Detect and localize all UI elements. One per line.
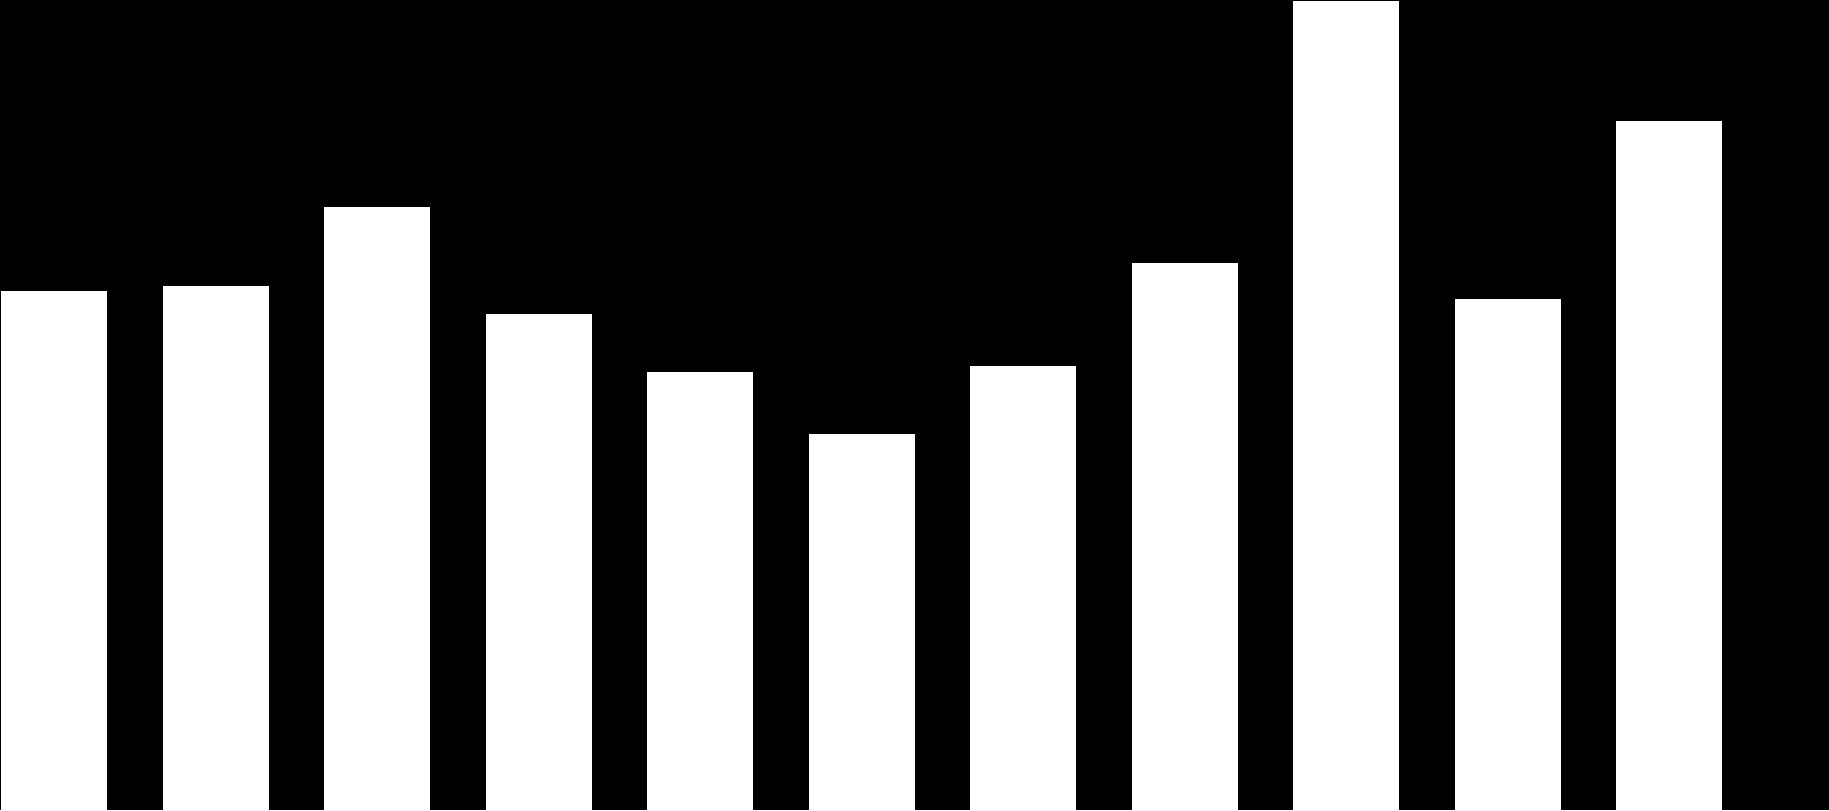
bar-chart (0, 0, 1829, 810)
bar-3 (324, 207, 430, 811)
bar-11 (1616, 121, 1722, 811)
bar-6 (809, 434, 915, 811)
bar-8 (1132, 263, 1238, 811)
bar-5 (647, 372, 753, 811)
bar-9 (1293, 1, 1399, 811)
bar-7 (970, 366, 1076, 811)
bar-1 (1, 291, 107, 811)
bar-4 (486, 314, 592, 811)
plot-area (1, 1, 1829, 811)
bar-10 (1455, 299, 1561, 811)
bar-2 (163, 286, 269, 811)
